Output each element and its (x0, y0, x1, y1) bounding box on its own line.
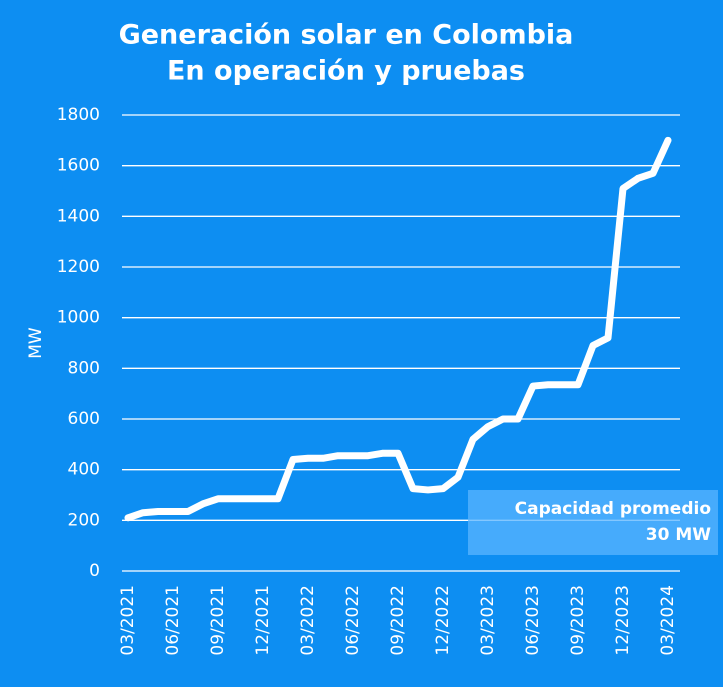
x-tick-label: 03/2022 (298, 585, 318, 656)
y-tick-label: 400 (68, 460, 100, 480)
x-tick-label: 12/2021 (253, 585, 273, 656)
y-tick-label: 200 (68, 510, 100, 530)
x-tick-label: 03/2023 (478, 585, 498, 656)
y-tick-label: 1800 (57, 105, 100, 125)
x-tick-label: 09/2021 (208, 585, 228, 656)
y-tick-label: 1200 (57, 257, 100, 277)
line-series (124, 136, 672, 522)
annotation-text: 30 MW (646, 525, 711, 545)
y-tick-label: 0 (89, 561, 100, 581)
y-axis-label: MW (26, 327, 46, 359)
x-tick-label: 06/2021 (163, 585, 183, 656)
annotation-text: Capacidad promedio (515, 499, 711, 519)
y-tick-label: 800 (68, 358, 100, 378)
x-tick-label: 06/2022 (343, 585, 363, 656)
x-tick-label: 03/2021 (118, 585, 138, 656)
x-tick-label: 03/2024 (658, 585, 678, 656)
chart-subtitle: En operación y pruebas (167, 56, 525, 87)
chart-title: Generación solar en Colombia (119, 20, 574, 51)
y-tick-label: 1400 (57, 206, 100, 226)
x-tick-label: 12/2023 (613, 585, 633, 656)
x-tick-label: 12/2022 (433, 585, 453, 656)
x-tick-label: 09/2023 (568, 585, 588, 656)
x-tick-label: 09/2022 (388, 585, 408, 656)
y-tick-label: 1600 (57, 156, 100, 176)
y-tick-label: 1000 (57, 308, 100, 328)
annotation-box (468, 490, 718, 555)
y-tick-label: 600 (68, 409, 100, 429)
x-tick-label: 06/2023 (523, 585, 543, 656)
